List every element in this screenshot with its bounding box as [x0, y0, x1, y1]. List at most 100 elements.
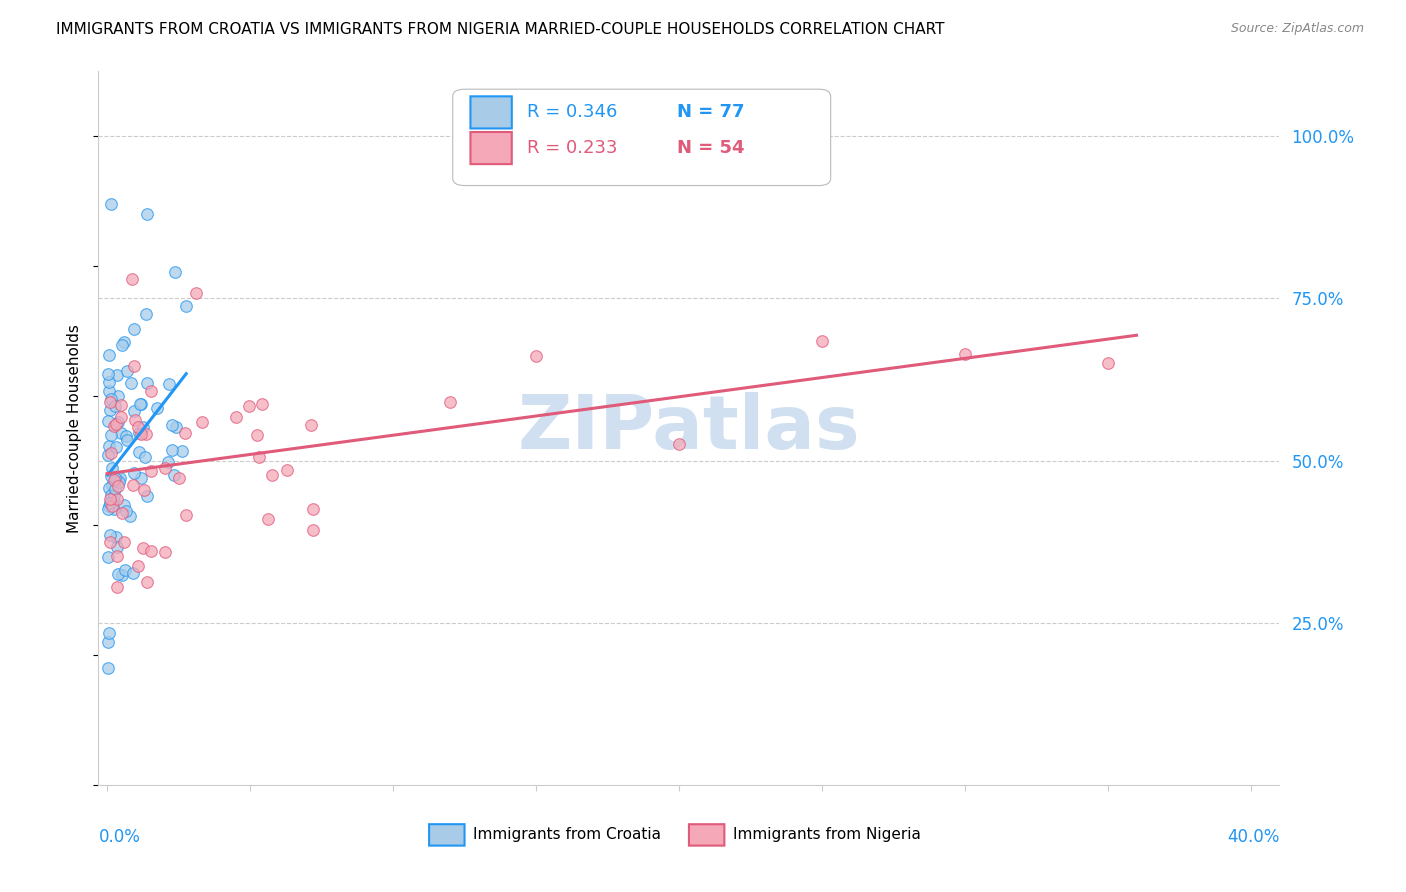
Point — [97, 635, 120, 649]
Point — [129, 397, 152, 411]
Text: R = 0.346: R = 0.346 — [527, 103, 617, 121]
Point — [100, 427, 122, 442]
Point — [97, 414, 120, 428]
Point — [117, 364, 139, 378]
Point — [107, 566, 129, 581]
Point — [105, 440, 128, 454]
Point — [97, 499, 120, 513]
Point — [115, 434, 138, 448]
Point — [811, 334, 834, 348]
Point — [163, 265, 186, 279]
Point — [107, 389, 129, 403]
Text: 0.0%: 0.0% — [98, 828, 141, 846]
Point — [121, 272, 143, 286]
Point — [111, 567, 134, 582]
Point — [115, 429, 138, 443]
Point — [100, 488, 122, 502]
Point — [131, 426, 153, 441]
Point — [128, 426, 150, 441]
Point — [262, 468, 284, 483]
Point — [101, 500, 124, 514]
Text: R = 0.233: R = 0.233 — [527, 139, 617, 157]
FancyBboxPatch shape — [471, 96, 512, 128]
Point — [104, 530, 127, 544]
Point — [155, 545, 177, 559]
Point — [127, 559, 149, 574]
Point — [134, 450, 156, 465]
Point — [136, 575, 159, 590]
Text: Immigrants from Croatia: Immigrants from Croatia — [472, 828, 661, 842]
Point — [105, 580, 128, 594]
Point — [141, 544, 163, 558]
Point — [118, 508, 141, 523]
Point — [157, 377, 180, 392]
Point — [97, 367, 120, 381]
Point — [107, 479, 129, 493]
Point — [141, 464, 163, 478]
Point — [257, 512, 280, 526]
Point — [174, 425, 197, 440]
Point — [250, 397, 273, 411]
Point — [97, 661, 120, 675]
Point — [127, 420, 149, 434]
FancyBboxPatch shape — [471, 132, 512, 164]
Point — [104, 471, 127, 485]
Point — [139, 384, 162, 398]
Point — [131, 419, 153, 434]
Point — [98, 528, 121, 542]
Point — [122, 466, 145, 480]
Point — [97, 502, 120, 516]
Point — [247, 450, 270, 464]
Point — [124, 322, 146, 336]
Point — [100, 392, 122, 407]
Point — [131, 471, 153, 485]
Text: Immigrants from Nigeria: Immigrants from Nigeria — [733, 828, 921, 842]
Point — [156, 455, 179, 469]
Point — [128, 445, 150, 459]
Point — [110, 409, 132, 424]
Point — [170, 444, 193, 458]
Point — [167, 471, 190, 485]
Point — [135, 308, 157, 322]
Point — [105, 491, 128, 506]
Text: IMMIGRANTS FROM CROATIA VS IMMIGRANTS FROM NIGERIA MARRIED-COUPLE HOUSEHOLDS COR: IMMIGRANTS FROM CROATIA VS IMMIGRANTS FR… — [56, 22, 945, 37]
Point — [112, 498, 135, 512]
Point — [299, 417, 322, 432]
Point — [100, 496, 122, 510]
Point — [238, 399, 260, 413]
Point — [135, 376, 157, 391]
FancyBboxPatch shape — [429, 824, 464, 846]
Point — [97, 448, 120, 462]
Point — [100, 468, 122, 483]
Point — [163, 467, 186, 482]
Point — [524, 350, 547, 364]
Point — [97, 384, 120, 399]
Point — [97, 550, 120, 565]
Point — [111, 506, 134, 520]
Point — [121, 566, 143, 581]
Point — [98, 439, 121, 453]
Point — [160, 442, 183, 457]
Point — [439, 395, 461, 409]
Point — [110, 398, 132, 412]
Point — [98, 626, 121, 640]
Point — [146, 401, 169, 415]
Point — [246, 427, 269, 442]
Point — [190, 415, 212, 429]
Point — [115, 504, 138, 518]
Point — [174, 299, 197, 313]
Point — [124, 413, 146, 427]
Point — [1097, 356, 1119, 370]
Point — [104, 417, 127, 432]
Point — [98, 348, 121, 362]
Point — [302, 523, 325, 537]
Point — [124, 404, 146, 418]
Point — [108, 471, 131, 485]
Point — [100, 196, 122, 211]
Point — [128, 397, 150, 411]
Point — [103, 473, 125, 487]
Point — [153, 460, 176, 475]
Point — [668, 437, 690, 451]
Point — [112, 535, 135, 549]
Text: 40.0%: 40.0% — [1227, 828, 1279, 846]
